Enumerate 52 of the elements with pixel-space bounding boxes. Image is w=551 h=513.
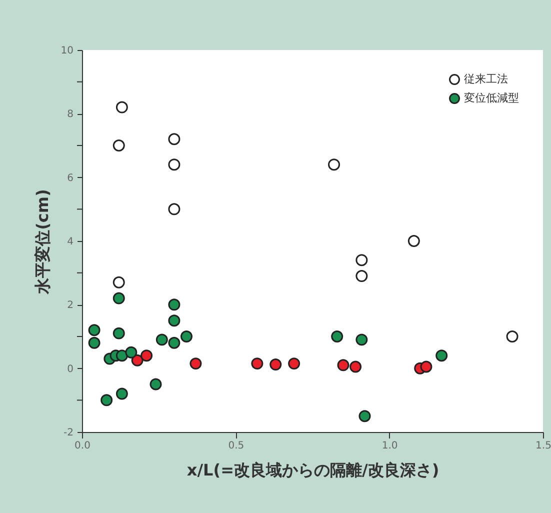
y-tick-label: 8	[67, 109, 74, 120]
point	[506, 330, 518, 342]
point	[180, 330, 192, 342]
point	[328, 158, 340, 171]
x-tick-label: 1.5	[536, 440, 551, 452]
y-tick-label: 4	[67, 236, 74, 248]
point	[168, 133, 180, 146]
point	[358, 410, 371, 422]
point	[288, 358, 300, 370]
point	[140, 350, 153, 362]
point	[190, 358, 202, 370]
point	[356, 334, 368, 346]
point	[420, 360, 432, 373]
point	[112, 292, 125, 304]
y-tick-label: 0	[67, 364, 74, 375]
point	[337, 359, 350, 372]
point	[125, 346, 138, 358]
point	[168, 314, 180, 327]
point	[350, 360, 362, 373]
point	[436, 350, 448, 362]
point	[88, 324, 100, 336]
point	[270, 358, 282, 370]
point	[168, 336, 180, 349]
y-axis-title: 水平変位(cm)	[32, 189, 52, 295]
point	[116, 101, 128, 114]
point	[116, 350, 128, 362]
y-tick-label: -2	[64, 428, 74, 438]
legend-label: 従来工法	[464, 72, 508, 86]
point	[116, 388, 128, 400]
point	[156, 334, 168, 346]
x-axis-title: x/L(=改良域からの隔離/改良深さ)	[186, 460, 440, 480]
y-tick-label: 2	[67, 300, 74, 312]
point	[331, 330, 344, 342]
y-tick-label: 6	[67, 172, 74, 184]
point	[88, 336, 100, 349]
point	[356, 270, 368, 282]
x-tick-label: 0.5	[228, 440, 244, 452]
point	[356, 254, 368, 266]
x-tick-label: 0.0	[74, 440, 90, 452]
point	[112, 327, 125, 340]
point	[408, 235, 420, 247]
point	[150, 378, 162, 390]
y-tick-label: 10	[60, 46, 74, 56]
point	[168, 298, 180, 311]
point	[112, 276, 125, 288]
point	[112, 140, 125, 152]
point	[168, 158, 180, 171]
point	[251, 358, 264, 370]
x-tick-label: 1.0	[382, 440, 398, 452]
legend-label: 変位低減型	[464, 92, 519, 104]
point	[168, 203, 180, 216]
point	[100, 394, 113, 406]
